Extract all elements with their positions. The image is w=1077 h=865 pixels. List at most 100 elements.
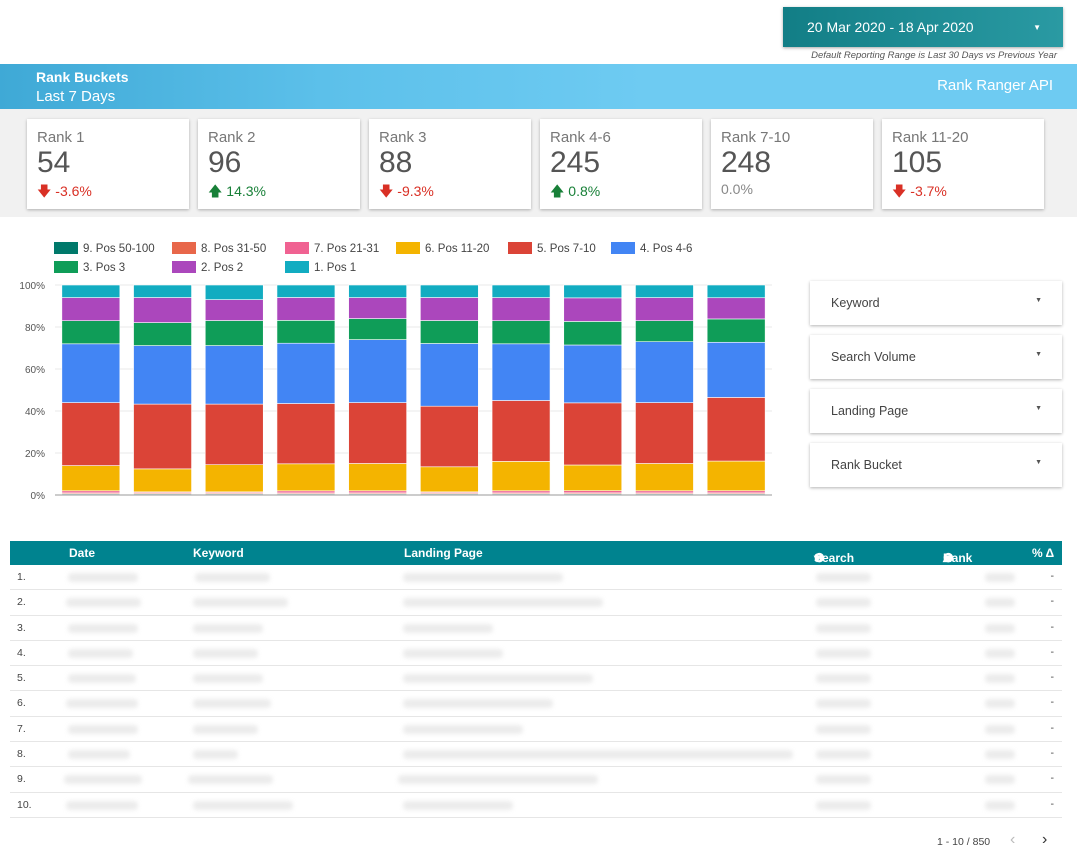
chevron-left-icon[interactable]: ‹ [1010,831,1016,848]
scorecard-delta: 0.0% [721,181,873,197]
table-row[interactable]: 9. - [10,767,1062,793]
row-number: 9. [17,773,26,786]
scorecard-value: 88 [379,146,413,179]
bar-segment [706,284,766,299]
filter-rank-bucket[interactable]: Rank Bucket ▼ [810,443,1062,487]
redacted-cell [816,800,871,810]
redacted-cell [193,724,258,734]
bar-segment [276,490,336,494]
filter-keyword[interactable]: Keyword ▼ [810,281,1062,325]
table-body: 1. - 2. - 3. - 4. - 5. - 6. - 7. - 8. - 9. - 10. - [10,565,1062,818]
arrow-up-icon: 🡅 [550,183,565,199]
bar-segment [420,320,479,344]
table-row[interactable]: 2. - [10,590,1062,616]
page-subtitle: Last 7 Days [36,88,116,105]
bar-segment [276,320,336,344]
bar-segment [204,464,264,493]
scorecard-label: Rank 3 [379,129,427,146]
bar-segment [61,297,121,321]
chevron-right-icon[interactable]: › [1042,831,1048,848]
y-tick-label: 40% [25,407,45,418]
caret-down-icon: ▼ [1035,405,1042,412]
redacted-cell [403,573,563,582]
redacted-cell [188,775,273,785]
redacted-cell [985,724,1015,734]
scorecard-value: 245 [550,146,601,179]
chevron-down-icon: ▼ [1033,23,1041,32]
redacted-cell [68,750,130,760]
column-header-landing-page[interactable]: Landing Page [404,546,483,560]
scorecard-label: Rank 2 [208,129,256,146]
table-row[interactable]: 5. - [10,666,1062,692]
bar-segment [348,297,407,319]
column-header-change[interactable]: % Δ [1032,546,1055,560]
scorecard-label: Rank 7-10 [721,129,791,146]
api-label: Rank Ranger API [937,77,1053,94]
redacted-cell [403,623,493,633]
redacted-cell [403,674,593,684]
redacted-cell [66,699,138,709]
legend-swatch [172,242,196,254]
bar-segment [420,466,479,493]
bar-segment [491,297,551,321]
caret-down-icon: ▼ [1035,459,1042,466]
row-number: 10. [17,798,32,811]
column-header-date[interactable]: Date [69,546,96,560]
change-value: - [1050,772,1055,785]
page-title: Rank Buckets [36,69,129,85]
table-row[interactable]: 6. - [10,691,1062,717]
legend-label: 7. Pos 21-31 [314,243,379,255]
bar-segment [61,402,121,466]
table-row[interactable]: 10. - [10,793,1062,818]
table-row[interactable]: 1. - [10,565,1062,591]
redacted-cell [985,674,1015,684]
redacted-cell [68,573,138,582]
redacted-cell [816,674,871,684]
scorecard-label: Rank 11-20 [892,129,969,146]
filter-label: Search Volume [831,350,916,364]
pagination-label: 1 - 10 / 850 [937,836,991,848]
filter-landing-page[interactable]: Landing Page ▼ [810,389,1062,433]
bar-segment [133,297,192,323]
row-number: 8. [17,748,26,761]
date-range-picker[interactable]: 20 Mar 2020 - 18 Apr 2020 ▼ [783,7,1063,47]
redacted-cell [195,573,270,582]
redacted-cell [193,674,263,684]
scorecard-delta-value: -9.3% [397,183,434,199]
bar-segment [133,468,192,493]
redacted-cell [403,800,513,810]
table-row[interactable]: 7. - [10,717,1062,743]
info-icon: ❷ [943,551,954,565]
legend-swatch [285,261,309,273]
caret-down-icon: ▼ [1035,297,1042,304]
table-row[interactable]: 3. - [10,616,1062,641]
filter-search-volume[interactable]: Search Volume ▼ [810,335,1062,379]
redacted-cell [193,648,258,658]
keyword-table: Date Keyword Landing Page Search Vol ❶ ▾… [10,541,1062,818]
arrow-down-icon: 🡇 [379,183,394,199]
redacted-cell [985,699,1015,709]
redacted-cell [816,598,871,608]
y-tick-label: 0% [31,491,46,502]
bar-segment [276,403,336,465]
bar-segment [706,397,766,462]
scorecard-value: 96 [208,146,242,179]
scorecard-delta-value: -3.7% [910,183,947,199]
arrow-down-icon: 🡇 [892,183,907,199]
change-value: - [1050,797,1055,810]
scorecard-delta: 🡇 -9.3% [379,181,531,205]
redacted-cell [64,775,142,785]
bar-segment [491,461,551,492]
legend-label: 4. Pos 4-6 [640,243,692,255]
column-header-keyword[interactable]: Keyword [193,546,244,560]
legend-label: 8. Pos 31-50 [201,243,266,255]
bar-segment [635,341,694,403]
table-row[interactable]: 4. - [10,641,1062,667]
legend-swatch [172,261,196,273]
table-row[interactable]: 8. - [10,742,1062,768]
scorecard-value: 54 [37,146,71,179]
bar-segment [635,463,694,492]
redacted-cell [193,699,271,709]
bar-segment [348,339,407,403]
redacted-cell [816,623,871,633]
